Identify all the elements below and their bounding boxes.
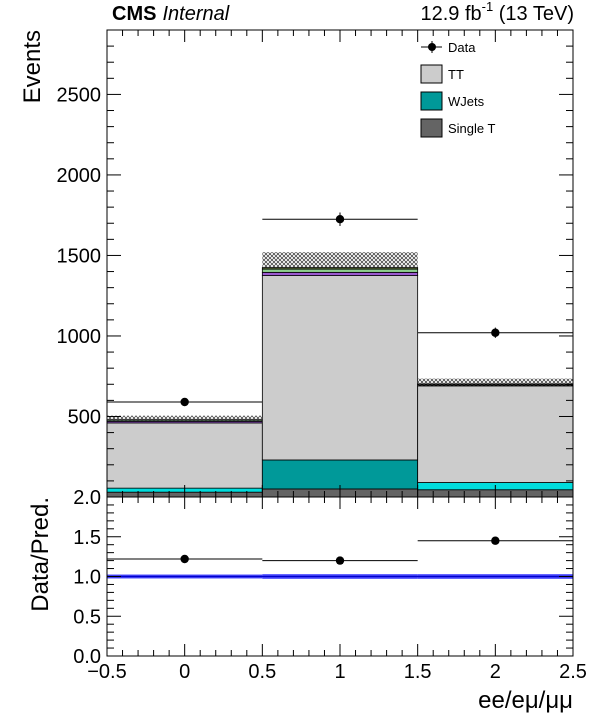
bar-bin1-component5 xyxy=(261,268,419,273)
uncertainty-bin2 xyxy=(417,378,573,386)
experiment-header: CMS Internal xyxy=(112,3,230,25)
xtick-label-3: 1 xyxy=(334,661,345,683)
ratio-axes: 0.0 0.5 1.0 1.5 2.0 −0.5 0 0.5 1 1.5 2 2.5 xyxy=(73,487,587,683)
ytick-label-2: 1500 xyxy=(57,245,102,267)
legend-marker-data xyxy=(428,43,436,51)
legend-entry-tt: TT xyxy=(420,64,464,84)
ratio-point-1 xyxy=(335,556,345,565)
bar-bin0-component3 xyxy=(106,422,263,489)
bar-bin2-component3 xyxy=(417,385,574,483)
ratio-ytick-label-4: 2.0 xyxy=(73,487,101,509)
uncertainty-bin0 xyxy=(107,415,263,421)
bar-bin1-component4 xyxy=(261,271,419,276)
data-point-0 xyxy=(180,397,189,407)
legend-swatch-wjets xyxy=(420,91,443,111)
xtick-label-4: 1.5 xyxy=(404,661,432,683)
legend-entry-single-t: Single T xyxy=(420,118,496,138)
legend-entry-wjets: WJets xyxy=(420,91,485,111)
ratio-plot xyxy=(107,536,573,579)
xtick-label-2: 0.5 xyxy=(248,661,276,683)
ratio-point-2 xyxy=(491,536,500,545)
ratio-y-axis-label: Data/Pred. xyxy=(27,497,54,612)
top-axes: 500 1000 1500 2000 2500 xyxy=(57,29,574,498)
legend-label-single-t: Single T xyxy=(448,121,496,136)
legend-entry-data: Data xyxy=(421,40,476,55)
legend-swatch-tt xyxy=(420,64,443,84)
uncertainty-bin1 xyxy=(262,252,418,269)
ratio-point-0 xyxy=(180,554,189,564)
ratio-ytick-label-3: 1.5 xyxy=(73,527,101,549)
ytick-label-3: 2000 xyxy=(57,165,102,187)
uncertainty-band xyxy=(107,252,573,421)
luminosity-label: 12.9 fb-1 (13 TeV) xyxy=(420,0,574,25)
data-point-1 xyxy=(335,215,345,224)
ytick-label-4: 2500 xyxy=(57,84,102,106)
legend-label-data: Data xyxy=(448,40,476,55)
ytick-label-1: 1000 xyxy=(57,326,102,348)
legend-swatch-single-t xyxy=(420,118,443,138)
bar-bin1-component3 xyxy=(261,275,419,461)
data-point-2 xyxy=(491,328,500,337)
legend-label-wjets: WJets xyxy=(448,94,485,109)
bar-bin1-component2 xyxy=(261,459,419,490)
xtick-label-0: −0.5 xyxy=(87,661,126,683)
ytick-label-0: 500 xyxy=(68,406,101,428)
y-axis-label: Events xyxy=(19,30,46,103)
xtick-label-6: 2.5 xyxy=(559,661,587,683)
legend-label-tt: TT xyxy=(448,67,464,82)
data-points xyxy=(107,212,573,407)
legend: Data TT WJets Single T xyxy=(420,40,496,138)
ratio-ytick-label-0: 0.0 xyxy=(73,646,101,668)
xtick-label-5: 2 xyxy=(490,661,501,683)
ratio-ytick-label-2: 1.0 xyxy=(73,567,101,589)
x-axis-label: ee/eμ/μμ xyxy=(478,687,573,714)
ratio-ytick-label-1: 0.5 xyxy=(73,606,101,628)
xtick-label-1: 0 xyxy=(179,661,190,683)
